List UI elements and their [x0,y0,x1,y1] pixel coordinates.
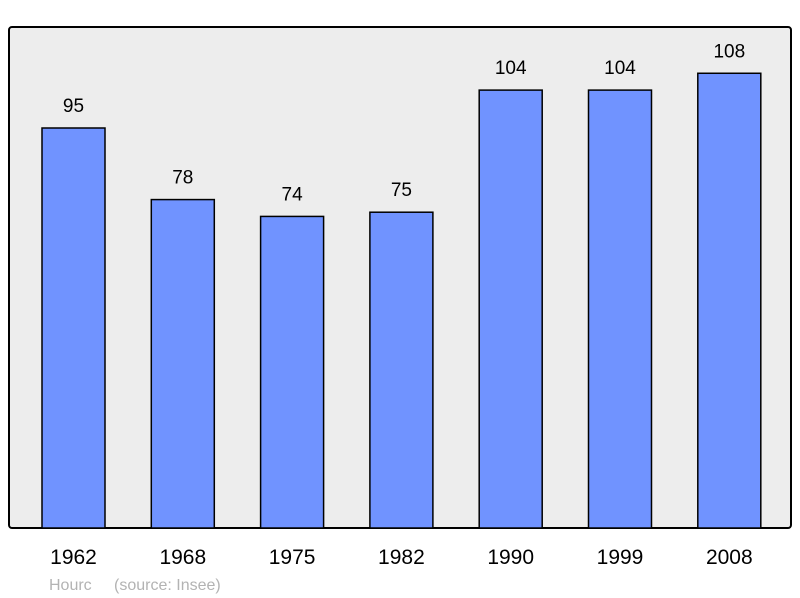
data-label-1968: 78 [172,168,193,189]
bar-1990 [478,89,543,529]
data-label-1990: 104 [495,58,527,79]
x-tick-1975: 1975 [269,546,316,569]
data-label-2008: 108 [713,41,745,62]
bar-1975 [259,215,325,529]
x-tick-1982: 1982 [378,546,425,569]
bar-1962 [41,127,106,529]
data-label-1962: 95 [63,96,84,117]
bar-1982 [369,211,434,529]
x-tick-1990: 1990 [487,546,534,569]
data-label-1975: 74 [282,184,304,205]
x-tick-1962: 1962 [50,546,97,569]
data-label-1999: 104 [604,58,636,79]
bar-1968 [150,198,216,529]
x-tick-1968: 1968 [159,546,206,569]
x-tick-2008: 2008 [706,546,753,569]
footer-place: Hourc [49,577,92,594]
bar-1999 [587,89,653,529]
data-label-1982: 75 [391,180,412,201]
bar-2008 [697,72,762,529]
footer-source: (source: Insee) [114,577,221,594]
x-tick-1999: 1999 [597,546,644,569]
